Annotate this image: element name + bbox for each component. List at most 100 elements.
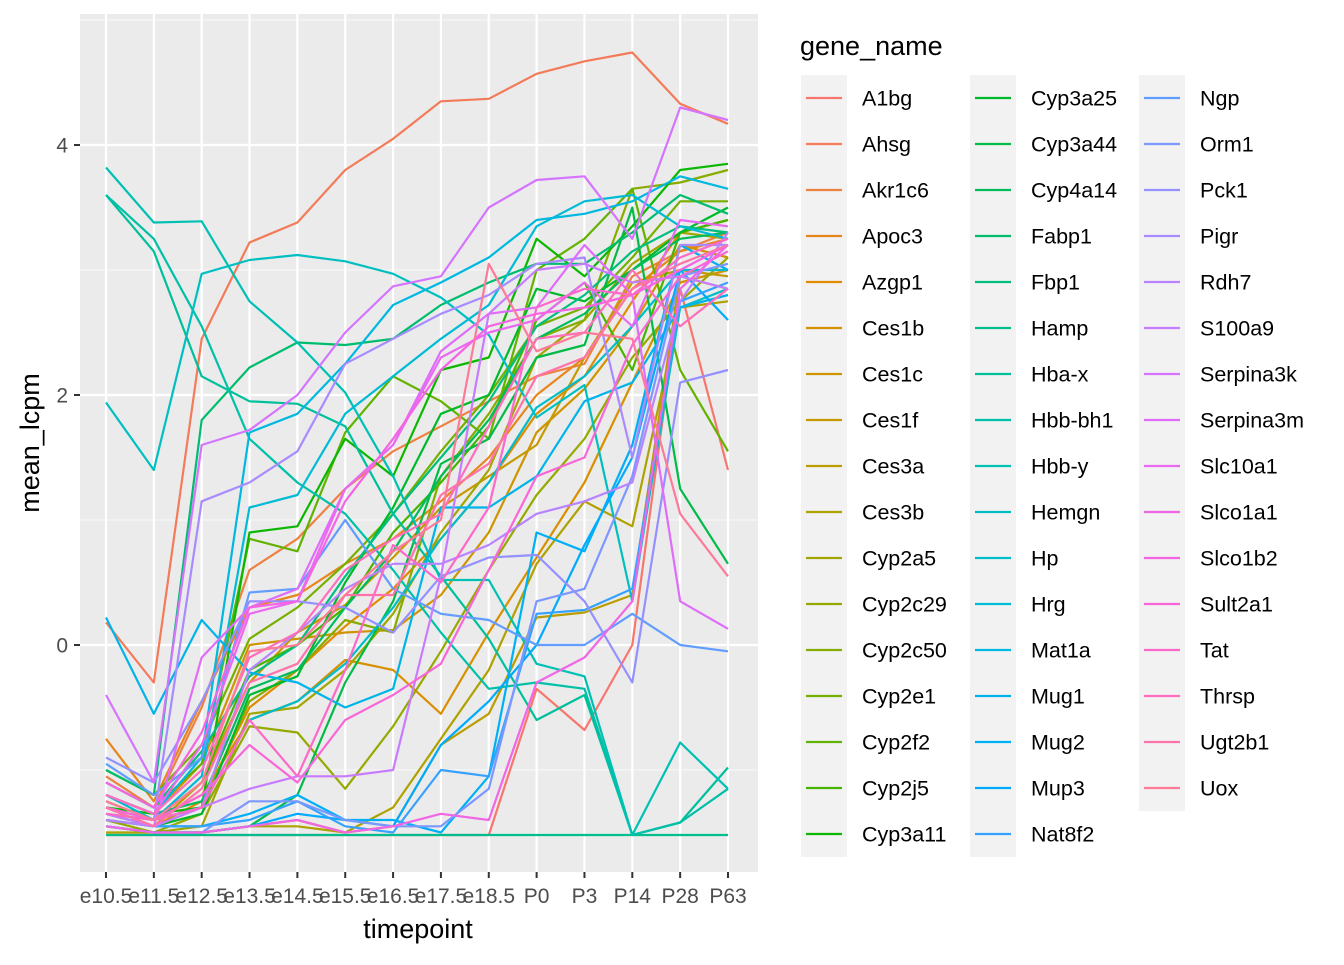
y-tick-label: 2 [56,385,68,408]
series-line-Serpina3m [105,243,729,828]
legend-label: Mat1a [1031,639,1091,663]
legend-label: Slc10a1 [1200,455,1278,479]
legend-title: gene_name [800,31,943,61]
x-tick-label: e18.5 [462,885,515,908]
legend-label: Mug1 [1031,685,1085,709]
legend-label: Hp [1031,547,1059,571]
x-tick-label: e14.5 [271,885,324,908]
legend-label: Hba-x [1031,363,1089,387]
legend-label: S100a9 [1200,317,1274,341]
legend-label: Tat [1200,639,1229,663]
series-line-Mug1 [105,293,729,715]
legend-label: Ces3a [862,455,924,479]
series-line-Slco1b2 [105,244,729,809]
legend-label: Azgp1 [862,271,923,295]
y-tick-label: 0 [56,635,68,658]
legend-label: Slco1b2 [1200,547,1278,571]
legend-label: Cyp2c29 [862,593,947,617]
legend-label: A1bg [862,87,912,111]
legend-label: Hemgn [1031,501,1100,525]
legend-label: Pck1 [1200,179,1248,203]
x-tick-label: P14 [614,885,652,908]
x-tick-label: P3 [572,885,598,908]
legend-label: Cyp2a5 [862,547,936,571]
legend-label: Ahsg [862,133,911,157]
legend-label: Ugt2b1 [1200,731,1269,755]
legend-label: Cyp3a25 [1031,87,1117,111]
legend-label: Apoc3 [862,225,923,249]
x-tick-label: e11.5 [128,885,179,908]
x-tick-label: e16.5 [367,885,420,908]
legend-label: Cyp4a14 [1031,179,1117,203]
x-tick-label: e10.5 [80,885,133,908]
legend-label: Fabp1 [1031,225,1092,249]
legend-label: Hamp [1031,317,1088,341]
series-line-Hbb-y [105,166,729,837]
y-axis-title: mean_lcpm [15,373,45,513]
legend-label: Cyp3a11 [862,823,946,847]
series-line-Hemgn [105,253,729,603]
legend-label: Cyp2e1 [862,685,936,709]
legend-label: Hrg [1031,593,1066,617]
series-line-Uox [105,262,729,822]
series-line-Orm1 [105,262,729,834]
legend-label: Thrsp [1200,685,1255,709]
x-tick-label: P63 [709,885,746,908]
legend-label: Rdh7 [1200,271,1251,295]
x-tick-label: P0 [524,885,550,908]
series-line-Mat1a [105,175,729,815]
x-tick-label: e13.5 [223,885,276,908]
x-tick-label: P28 [661,885,698,908]
series-line-Cyp2c50 [105,168,729,828]
series-line-Ngp [105,518,729,797]
legend-label: Orm1 [1200,133,1254,157]
x-axis-ticks: e10.5e11.5e12.5e13.5e14.5e15.5e16.5e17.5… [80,872,747,908]
legend-label: Serpina3k [1200,363,1297,387]
x-tick-label: e15.5 [319,885,372,908]
legend-label: Nat8f2 [1031,823,1094,847]
legend-label: Mug2 [1031,731,1085,755]
series-line-Cyp2c29 [105,256,729,834]
legend-label: Mup3 [1031,777,1085,801]
legend-label: Sult2a1 [1200,593,1273,617]
legend-label: Cyp2f2 [862,731,930,755]
x-tick-label: e17.5 [415,885,468,908]
legend-label: Cyp3a44 [1031,133,1117,157]
legend-label: Ces1c [862,363,923,387]
legend-label: Akr1c6 [862,179,929,203]
legend-label: Cyp2c50 [862,639,947,663]
series-lines [105,51,730,837]
series-line-Serpina3k [105,106,729,784]
series-line-Slc10a1 [105,218,729,815]
legend-label: Uox [1200,777,1238,801]
legend-label: Ces1f [862,409,918,433]
y-tick-label: 4 [56,135,68,158]
legend-label: Fbp1 [1031,271,1080,295]
series-line-Sult2a1 [105,250,729,822]
legend: gene_name A1bg Ahsg Akr1c6 Apoc3 Azgp1 Ces1b C… [800,31,1304,857]
legend-items: A1bg Ahsg Akr1c6 Apoc3 Azgp1 Ces1b Ces1c Ces1f C… [801,75,1304,857]
x-tick-label: e12.5 [175,885,228,908]
series-line-Tat [105,237,729,822]
legend-label: Cyp2j5 [862,777,929,801]
legend-label: Serpina3m [1200,409,1304,433]
series-line-Ugt2b1 [105,243,729,828]
series-line-Pck1 [105,368,729,784]
legend-label: Hbb-y [1031,455,1089,479]
legend-label: Ces1b [862,317,924,341]
series-line-Ahsg [105,51,729,684]
series-line-Pigr [105,243,728,822]
legend-label: Slco1a1 [1200,501,1278,525]
series-line-Slco1a1 [105,244,729,834]
series-line-Fabp1 [105,193,729,797]
series-line-Fbp1 [105,225,729,809]
series-line-Thrsp [105,268,729,815]
legend-label: Pigr [1200,225,1238,249]
y-axis-ticks: 0 2 4 [56,135,80,658]
legend-label: Ces3b [862,501,924,525]
x-axis-title: timepoint [363,914,473,944]
legend-label: Ngp [1200,87,1239,111]
series-line-Nat8f2 [105,281,729,834]
legend-label: Hbb-bh1 [1031,409,1113,433]
